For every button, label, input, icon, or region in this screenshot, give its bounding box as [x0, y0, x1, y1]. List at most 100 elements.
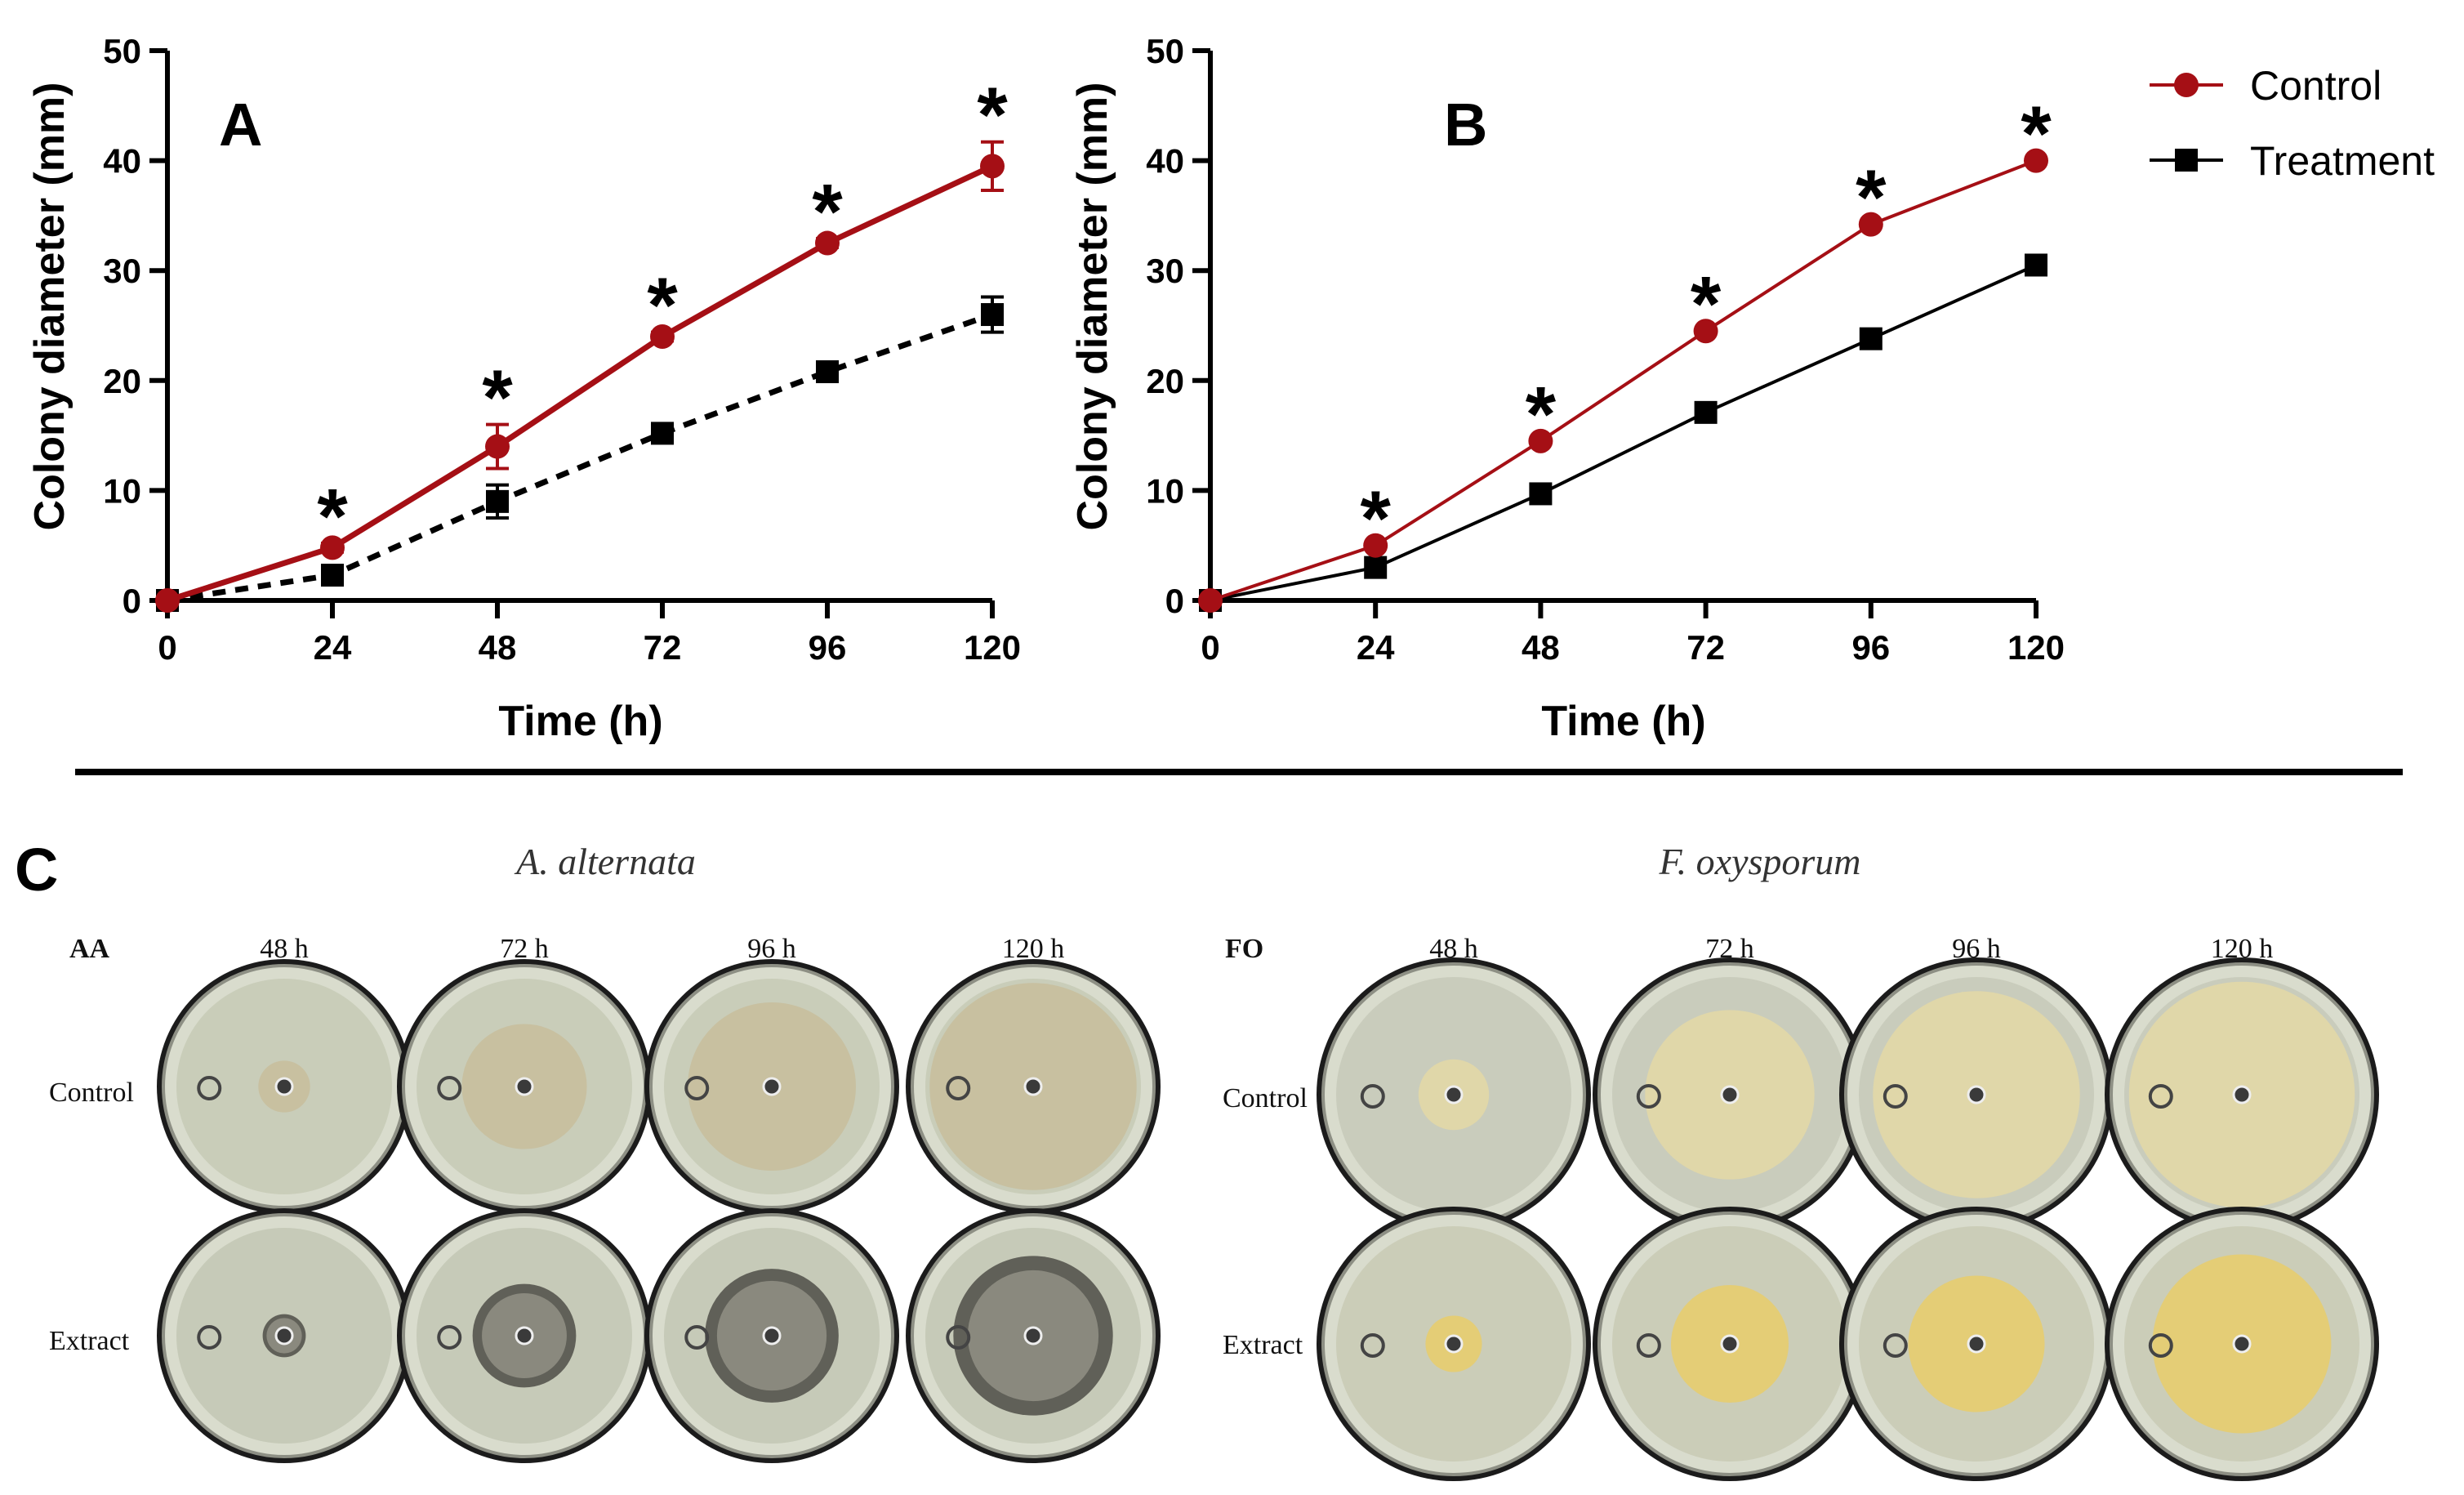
y-tick-label-b-0: 0	[1165, 582, 1184, 620]
extract-well-aa-control-120h	[946, 1076, 971, 1100]
data-point-a-control-24	[320, 535, 345, 560]
petri-dish-aa-control-96h	[644, 959, 899, 1214]
series-line-a-treatment	[167, 311, 994, 604]
data-point-a-control-96	[815, 230, 840, 256]
inoculum-plug-aa-extract-72h	[515, 1326, 534, 1346]
panel-c-plate-images: C A. alternata AA 48 h 72 h 96 h 120 h C…	[15, 836, 2379, 1481]
x-tick-label-a-0: 0	[158, 628, 176, 667]
significance-star-a-96: *	[812, 168, 843, 256]
time-label-aa-48: 48 h	[260, 934, 309, 964]
y-tick-label-b-20: 20	[1146, 362, 1184, 400]
inoculum-plug-fo-control-72h	[1720, 1085, 1740, 1105]
data-point-a-control-48	[485, 434, 510, 459]
data-point-b-control-0	[1198, 588, 1223, 613]
series-line-b-control	[1210, 158, 2037, 602]
data-point-a-treatment-48	[486, 489, 509, 513]
y-tick-label-a-50: 50	[103, 32, 141, 70]
x-tick-label-a-72: 72	[644, 628, 682, 667]
petri-dish-fo-control-120h	[2105, 957, 2379, 1232]
significance-star-a-24: *	[317, 473, 348, 560]
data-point-b-control-24	[1363, 533, 1388, 558]
series-line-a-control	[166, 163, 994, 604]
inoculum-plug-aa-control-48h	[274, 1077, 294, 1096]
inoculum-plug-fo-extract-72h	[1720, 1334, 1740, 1354]
y-tick-label-b-40: 40	[1146, 142, 1184, 181]
x-tick-label-b-120: 120	[2007, 628, 2065, 667]
series-line-b-treatment	[1210, 263, 2037, 602]
inoculum-plug-fo-control-120h	[2232, 1085, 2252, 1105]
inoculum-plug-fo-extract-96h	[1967, 1334, 1986, 1354]
row-label-aa-extract: Extract	[49, 1326, 130, 1356]
data-point-b-control-48	[1528, 428, 1553, 453]
y-tick-label-b-50: 50	[1146, 32, 1184, 70]
x-tick-label-b-48: 48	[1522, 628, 1560, 667]
species-title-aa: A. alternata	[514, 841, 696, 882]
x-tick-label-a-96: 96	[809, 628, 847, 667]
significance-star-b-72: *	[1691, 261, 1722, 348]
petri-dish-aa-extract-96h	[644, 1208, 899, 1463]
legend-treatment-marker	[2175, 149, 2198, 172]
y-tick-label-b-30: 30	[1146, 252, 1184, 290]
panel-label-b: B	[1444, 91, 1487, 158]
x-axis-title-a: Time (h)	[498, 698, 662, 745]
petri-dish-aa-extract-120h	[906, 1208, 1161, 1463]
petri-dish-fo-control-72h	[1593, 957, 1867, 1232]
legend-control-marker	[2174, 73, 2199, 97]
chart-panel-b: B Colony diameter (mm) Time (h) 0 10 20 30 4…	[1069, 32, 2065, 745]
data-point-a-control-72	[650, 324, 675, 349]
x-tick-label-a-120: 120	[964, 628, 1021, 667]
group-code-aa: AA	[69, 934, 110, 964]
data-point-b-control-72	[1693, 319, 1718, 344]
data-point-a-treatment-120	[981, 303, 1004, 327]
time-label-aa-120: 120 h	[1002, 934, 1065, 964]
inoculum-plug-fo-control-48h	[1444, 1085, 1464, 1105]
y-tick-label-b-10: 10	[1146, 471, 1184, 510]
data-point-b-treatment-120	[2025, 253, 2047, 277]
extract-well-fo-control-72h	[1636, 1084, 1661, 1109]
extract-well-fo-extract-48h	[1360, 1333, 1385, 1358]
x-tick-label-b-72: 72	[1686, 628, 1725, 667]
inoculum-plug-aa-control-120h	[1023, 1077, 1043, 1096]
extract-well-fo-extract-72h	[1636, 1333, 1661, 1358]
petri-dish-aa-extract-72h	[397, 1208, 652, 1463]
petri-dish-aa-control-48h	[157, 959, 412, 1214]
y-tick-label-a-0: 0	[123, 582, 141, 620]
significance-star-b-96: *	[1856, 154, 1887, 242]
extract-well-aa-extract-48h	[197, 1325, 222, 1350]
petri-dish-fo-control-96h	[1839, 957, 2114, 1232]
inoculum-plug-aa-extract-96h	[762, 1326, 782, 1346]
extract-well-aa-extract-72h	[437, 1325, 462, 1350]
petri-dish-fo-extract-120h	[2105, 1207, 2379, 1481]
petri-dish-fo-extract-96h	[1839, 1207, 2114, 1481]
petri-dish-aa-control-72h	[397, 959, 652, 1214]
extract-well-fo-extract-120h	[2148, 1333, 2173, 1358]
y-tick-label-a-20: 20	[103, 362, 141, 400]
row-label-fo-control: Control	[1223, 1083, 1308, 1113]
x-tick-label-b-24: 24	[1357, 628, 1395, 667]
legend: Control Treatment	[2150, 63, 2435, 184]
data-point-a-treatment-96	[816, 360, 839, 384]
x-tick-label-b-0: 0	[1201, 628, 1219, 667]
y-tick-label-a-10: 10	[103, 471, 141, 510]
x-tick-label-a-24: 24	[314, 628, 352, 667]
row-label-fo-extract: Extract	[1223, 1330, 1303, 1360]
extract-well-aa-control-48h	[197, 1076, 222, 1100]
data-point-a-control-120	[980, 154, 1005, 179]
extract-well-aa-extract-120h	[946, 1325, 971, 1350]
data-point-a-treatment-72	[651, 422, 674, 445]
significance-star-a-48: *	[482, 355, 513, 442]
petri-dish-aa-control-120h	[906, 959, 1161, 1214]
extract-well-aa-control-96h	[684, 1076, 710, 1100]
significance-star-b-24: *	[1361, 475, 1392, 563]
data-point-b-control-120	[2024, 148, 2048, 173]
inoculum-plug-fo-extract-120h	[2232, 1334, 2252, 1354]
plot-area-b: 0 10 20 30 40 50 0 24 48 72 96 120 * * * * *	[1146, 32, 2065, 667]
plot-area-a: 0 10 20 30 40 50 0 24 48 72 96 120 * * * * *	[103, 32, 1021, 667]
petri-dish-aa-extract-48h	[157, 1208, 412, 1463]
data-point-b-treatment-96	[1859, 327, 1883, 350]
x-tick-label-a-48: 48	[479, 628, 517, 667]
significance-star-a-72: *	[647, 262, 678, 350]
time-label-aa-72: 72 h	[500, 934, 549, 964]
inoculum-plug-aa-extract-48h	[274, 1326, 294, 1346]
